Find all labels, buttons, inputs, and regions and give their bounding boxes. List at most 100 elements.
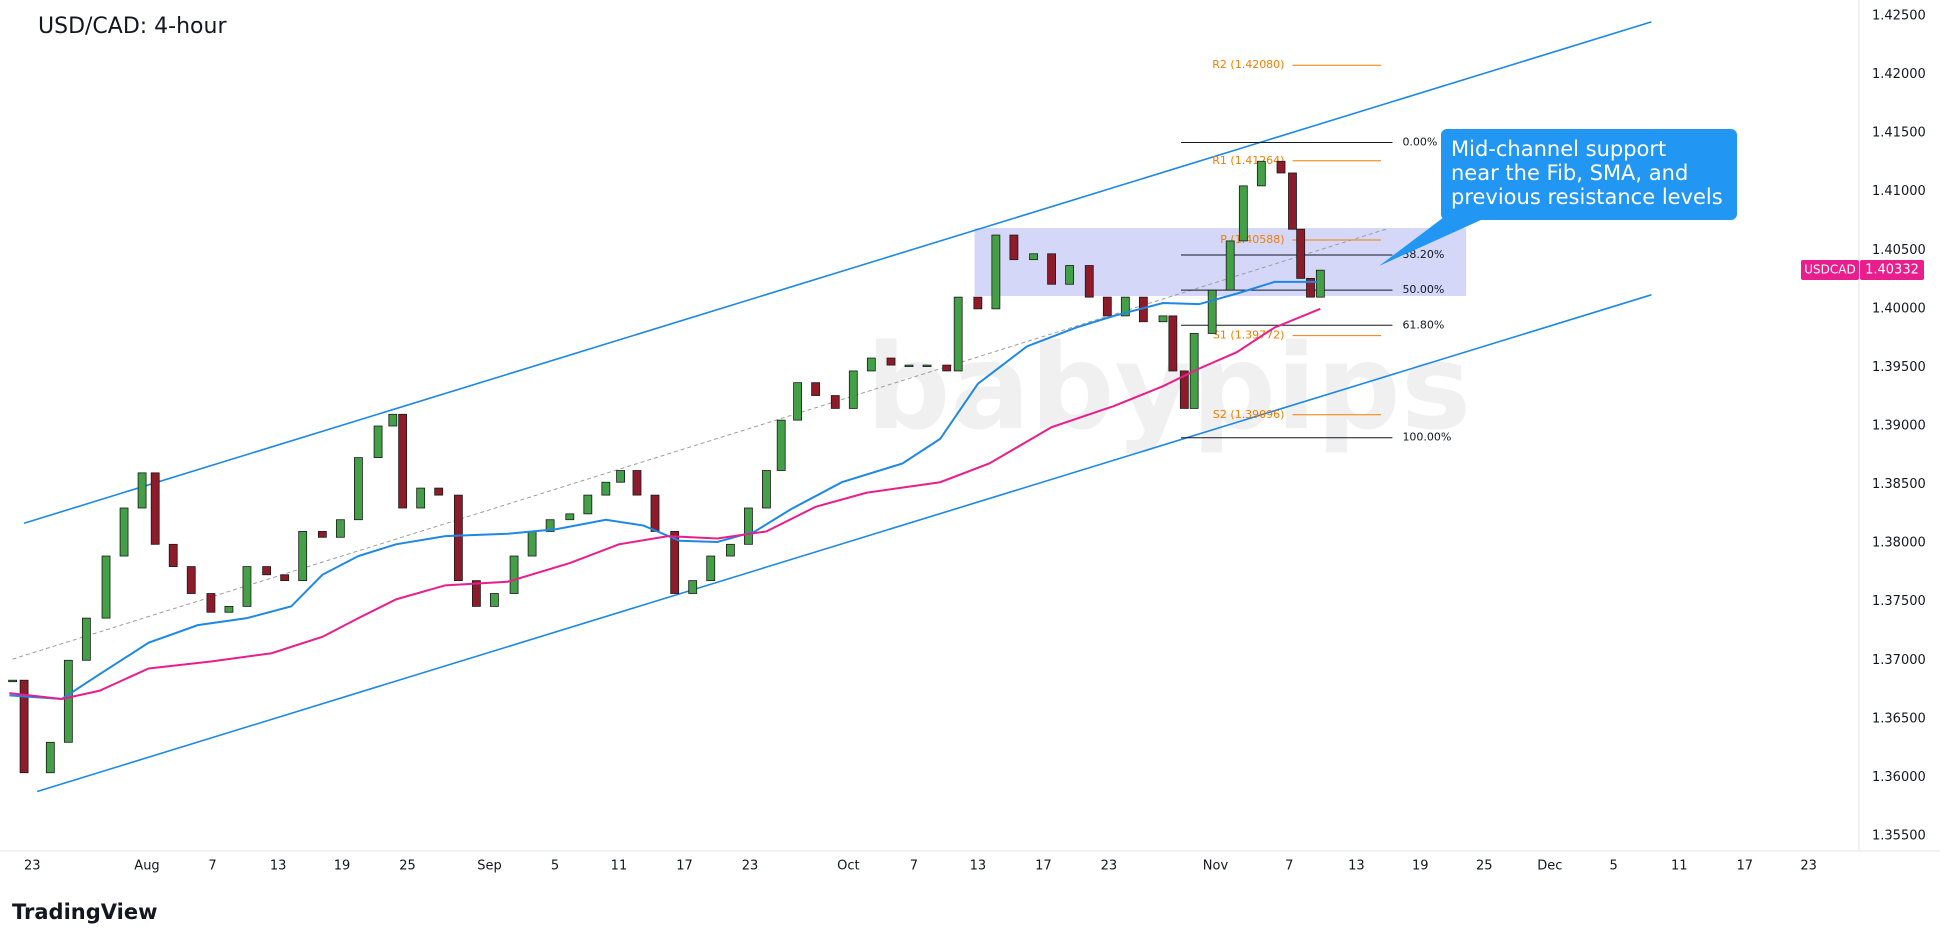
x-tick-label: 23 [742, 859, 759, 874]
x-tick-label: Nov [1203, 859, 1229, 874]
pivot-label: R1 (1.41264) [1212, 154, 1284, 167]
y-tick-label: 1.40000 [1872, 301, 1926, 316]
candle [1288, 172, 1297, 230]
candle [168, 543, 178, 567]
candle [224, 606, 234, 613]
candle [280, 574, 290, 582]
y-tick-label: 1.36500 [1872, 711, 1926, 726]
candle [1276, 160, 1286, 174]
candle [1296, 228, 1306, 279]
candle [565, 513, 575, 521]
x-tick-label: 23 [1101, 859, 1118, 874]
y-tick-label: 1.37000 [1872, 653, 1926, 668]
x-tick-label: 23 [1800, 859, 1817, 874]
candle [866, 357, 876, 372]
candle [137, 472, 147, 509]
candle [811, 382, 821, 396]
x-tick-label: 17 [1035, 859, 1052, 874]
x-tick-label: 17 [1737, 859, 1754, 874]
pivot-label: P (1.40588) [1220, 233, 1284, 246]
fib-label: 100.00% [1402, 431, 1451, 444]
x-tick-label: 5 [1610, 859, 1618, 874]
candle [848, 370, 858, 409]
candle [242, 566, 252, 607]
x-tick-label: 7 [910, 859, 918, 874]
x-tick-label: Dec [1537, 859, 1562, 874]
callout-text: near the Fib, SMA, and [1451, 161, 1688, 185]
x-tick-label: 13 [1348, 859, 1365, 874]
callout-box [1441, 129, 1737, 220]
candle [298, 531, 308, 582]
candle [1009, 234, 1019, 261]
candle [991, 234, 1001, 310]
candle [706, 555, 716, 582]
x-tick-label: Oct [837, 859, 859, 874]
candle [904, 364, 914, 367]
candle [1065, 265, 1075, 285]
candle [101, 555, 111, 619]
callout-text: Mid-channel support [1451, 137, 1666, 161]
y-tick-label: 1.41500 [1872, 126, 1926, 141]
y-tick-label: 1.39000 [1872, 419, 1926, 434]
candle [545, 519, 555, 532]
candle [632, 470, 642, 496]
candle [8, 679, 18, 683]
moving-average [9, 307, 1321, 700]
candle [1084, 265, 1094, 298]
candle [1029, 253, 1038, 261]
chart-title: USD/CAD: 4-hour [38, 14, 227, 39]
channel-line [23, 21, 1652, 524]
x-tick-label: 13 [270, 859, 287, 874]
candle [416, 487, 426, 509]
fib-label: 0.00% [1402, 136, 1437, 149]
candle [1225, 240, 1235, 291]
x-tick-label: 19 [1412, 859, 1429, 874]
candle [45, 741, 55, 774]
x-tick-label: 7 [1285, 859, 1293, 874]
candle [206, 593, 216, 613]
candle [490, 593, 499, 607]
x-tick-label: 23 [24, 859, 41, 874]
candle [453, 494, 463, 582]
candle [388, 413, 398, 427]
candle [471, 580, 481, 607]
candle [583, 494, 593, 515]
x-tick-label: 11 [1671, 859, 1688, 874]
candle [616, 470, 625, 483]
y-tick-label: 1.38000 [1872, 536, 1926, 551]
candle [1179, 370, 1189, 409]
candle [762, 470, 771, 509]
candle [1256, 160, 1266, 187]
candle [1120, 296, 1130, 317]
moving-average [9, 280, 1318, 700]
candle [744, 507, 753, 545]
candle [19, 679, 29, 774]
candle [262, 566, 272, 576]
x-tick-label: 11 [611, 859, 628, 874]
x-tick-label: 25 [1476, 859, 1493, 874]
x-tick-label: 5 [551, 859, 559, 874]
y-tick-label: 1.39500 [1872, 360, 1926, 375]
candle [1306, 277, 1315, 298]
candle [942, 364, 952, 372]
x-tick-label: 7 [208, 859, 216, 874]
x-tick-label: Sep [477, 859, 502, 874]
candle [953, 296, 963, 372]
candle [317, 531, 327, 538]
y-tick-label: 1.41000 [1872, 184, 1926, 199]
pivot-label: S2 (1.39096) [1213, 408, 1285, 421]
y-tick-label: 1.37500 [1872, 594, 1926, 609]
candle [335, 519, 345, 538]
brand-logo: TradingView [12, 900, 157, 924]
y-tick-label: 1.35500 [1872, 829, 1926, 844]
support-zone [974, 228, 1467, 296]
candle [1047, 253, 1056, 285]
candle [670, 531, 680, 594]
y-tick-label: 1.40500 [1872, 243, 1926, 258]
candle [63, 659, 73, 743]
y-tick-label: 1.42000 [1872, 67, 1926, 82]
candle [527, 531, 537, 557]
candle [1168, 315, 1178, 372]
candle [373, 425, 383, 459]
